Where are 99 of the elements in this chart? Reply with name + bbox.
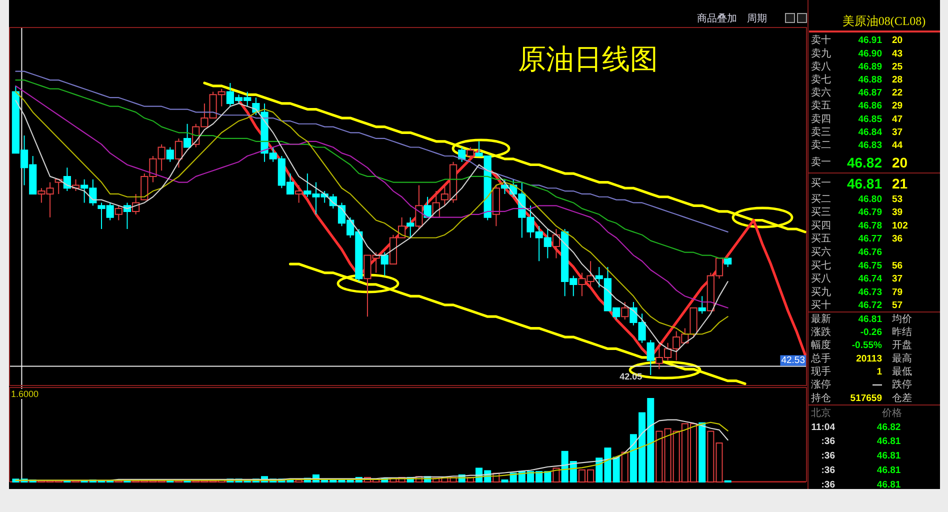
category-label: 幅度: [811, 339, 831, 352]
category-label: :36: [821, 465, 835, 476]
data-label: 46.79: [858, 207, 882, 218]
data-label: 46.74: [858, 274, 883, 285]
data-label: 53: [892, 194, 903, 205]
data-label: 22: [892, 88, 903, 99]
data-label: 46.86: [858, 100, 882, 112]
data-label: 79: [892, 286, 903, 298]
data-label: 46.72: [858, 300, 882, 312]
category-label: 最新: [811, 312, 831, 325]
data-label: 46.84: [858, 126, 883, 138]
data-label: -0.26: [860, 326, 882, 338]
annotation: 1.6000: [11, 389, 39, 399]
data-label: 20113: [856, 353, 882, 364]
category-label: 卖二: [811, 139, 831, 151]
data-label: 46.81: [846, 175, 882, 192]
data-label: 46.89: [858, 61, 882, 72]
data-label: 21: [892, 175, 908, 192]
annotation: 42.53: [781, 355, 805, 366]
category-label: 买五: [811, 234, 831, 245]
category-label: 买九: [811, 286, 831, 298]
data-label: 46.73: [858, 286, 882, 298]
data-label: 57: [892, 300, 903, 312]
category-label: 买七: [811, 259, 831, 272]
category-label: 买二: [811, 194, 831, 205]
data-label: 517659: [850, 392, 882, 404]
data-label: 1: [876, 366, 883, 378]
data-label: 46.88: [858, 74, 882, 86]
data-label: -0.55%: [852, 340, 883, 352]
category-label: 卖七: [811, 74, 831, 86]
category-label: 总手: [810, 352, 831, 364]
text: 周期: [747, 12, 767, 24]
text: 美原油08(CL08): [842, 14, 926, 28]
category-label: 涨停: [811, 378, 831, 391]
data-label: 102: [892, 220, 908, 232]
data-label: 46.77: [858, 234, 882, 245]
category-label: :36: [821, 450, 835, 462]
category-label: 最高: [892, 353, 912, 364]
data-label: 28: [892, 74, 903, 86]
category-label: 买一: [811, 178, 831, 189]
category-label: 买六: [811, 246, 831, 258]
data-label: 46.82: [876, 422, 901, 433]
category-label: 卖五: [811, 100, 831, 112]
data-label: 46.91: [858, 35, 883, 46]
text: 北京: [811, 406, 831, 419]
category-label: 持仓: [811, 392, 831, 404]
data-label: 44: [892, 140, 904, 151]
annotation: 42.05: [620, 372, 642, 382]
category-label: 买三: [811, 207, 831, 218]
data-label: 47: [892, 114, 903, 125]
text: 商品叠加: [697, 12, 737, 24]
data-label: 46.90: [858, 48, 882, 60]
category-label: 现手: [811, 365, 831, 378]
category-label: :36: [821, 436, 835, 448]
category-label: 卖十: [811, 34, 831, 46]
category-label: 卖一: [811, 156, 831, 168]
data-label: 29: [892, 100, 903, 112]
data-label: 46.82: [846, 154, 882, 171]
data-label: 37: [892, 126, 903, 138]
category-label: :36: [821, 479, 835, 490]
category-label: 买八: [811, 274, 831, 285]
chart-title: 原油日线图: [518, 44, 658, 76]
category-label: 昨结: [892, 326, 912, 338]
data-label: 46.83: [858, 140, 882, 151]
data-label: 46.81: [876, 436, 902, 448]
data-label: —: [872, 380, 882, 391]
category-label: 均价: [892, 314, 912, 325]
data-label: 46.78: [858, 220, 882, 232]
category-label: 卖三: [811, 126, 831, 138]
data-label: 46.80: [858, 194, 882, 205]
data-label: 46.76: [858, 247, 882, 258]
text: 价格: [881, 406, 902, 419]
category-label: 卖四: [811, 112, 831, 125]
data-label: 46.81: [876, 450, 902, 462]
data-label: 39: [892, 207, 903, 218]
category-label: 开盘: [892, 340, 912, 352]
category-label: 跌停: [892, 380, 912, 391]
data-label: 25: [892, 61, 904, 72]
data-label: 56: [892, 260, 903, 272]
category-label: 仓差: [892, 392, 912, 404]
category-label: 卖八: [811, 60, 831, 72]
data-label: 46.85: [858, 114, 883, 125]
data-label: 20: [892, 154, 908, 171]
category-label: 卖九: [811, 47, 831, 60]
data-label: 20: [892, 35, 903, 46]
data-label: 46.81: [876, 479, 902, 490]
category-label: 买四: [811, 220, 831, 232]
category-label: 卖六: [811, 86, 831, 99]
data-label: 46.75: [858, 260, 883, 272]
data-label: 46.81: [876, 465, 902, 476]
data-label: 46.81: [858, 314, 883, 325]
data-label: 36: [892, 234, 903, 245]
data-label: 37: [892, 274, 903, 285]
data-label: 46.87: [858, 88, 882, 99]
category-label: 买十: [811, 299, 831, 312]
category-label: 涨跌: [811, 326, 831, 338]
category-label: 11:04: [811, 422, 836, 433]
category-label: 最低: [892, 366, 912, 378]
data-label: 43: [892, 48, 903, 60]
